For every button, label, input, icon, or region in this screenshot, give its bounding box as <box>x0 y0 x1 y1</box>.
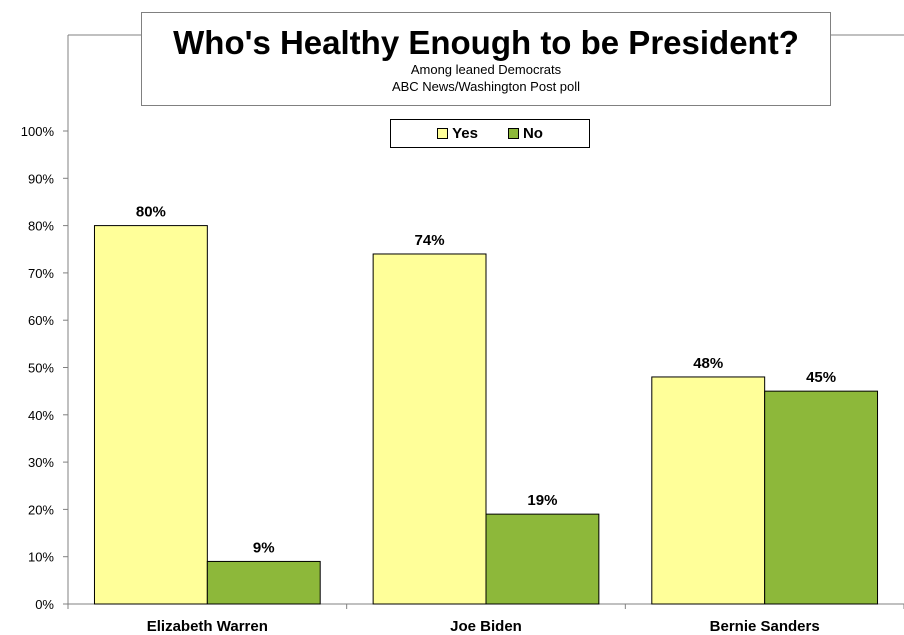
legend-label-yes: Yes <box>452 125 478 142</box>
y-tick-label: 20% <box>28 502 54 517</box>
chart-subtitle-2: ABC News/Washington Post poll <box>391 79 581 94</box>
chart-subtitle-1: Among leaned Democrats <box>410 62 562 77</box>
bar-yes <box>651 376 766 605</box>
bar-no <box>206 560 321 605</box>
y-tick-label: 90% <box>28 171 54 186</box>
y-tick-label: 0% <box>35 597 54 612</box>
y-tick-label: 40% <box>28 408 54 423</box>
category-label: Elizabeth Warren <box>147 618 268 635</box>
bar-value-label: 48% <box>693 355 723 372</box>
y-axis-ticks: 0% 10% 20% 30% 40% 50% 60% 70% 80% 90% 100% <box>21 124 68 612</box>
legend-swatch-no <box>507 128 519 139</box>
x-axis-ticks <box>67 604 904 609</box>
data-labels: 80% 9% 74% 19% 48% 45% <box>136 204 836 557</box>
legend-item-yes: Yes <box>437 125 478 142</box>
bar-value-label: 45% <box>806 369 836 386</box>
y-tick-label: 70% <box>28 266 54 281</box>
bar-no <box>485 513 600 605</box>
y-tick-label: 10% <box>28 550 54 565</box>
chart-title: Who's Healthy Enough to be President? <box>173 24 799 61</box>
legend: Yes No <box>390 119 590 148</box>
y-tick-label: 80% <box>28 219 54 234</box>
category-label: Joe Biden <box>450 618 522 635</box>
bar-yes <box>372 253 487 605</box>
y-tick-label: 100% <box>21 124 55 139</box>
category-labels: Elizabeth Warren Joe Biden Bernie Sanders <box>147 618 820 635</box>
legend-label-no: No <box>522 125 543 142</box>
title-box: Who's Healthy Enough to be President? Am… <box>141 12 831 106</box>
bar-value-label: 80% <box>136 204 166 221</box>
y-tick-label: 60% <box>28 313 54 328</box>
legend-item-no: No <box>507 125 543 142</box>
bar-value-label: 74% <box>415 232 445 249</box>
bar-no <box>764 390 879 605</box>
bar-value-label: 9% <box>253 539 275 556</box>
bars <box>93 225 879 605</box>
y-tick-label: 30% <box>28 455 54 470</box>
category-label: Bernie Sanders <box>710 618 820 635</box>
bar-value-label: 19% <box>527 492 557 509</box>
legend-swatch-yes <box>437 128 449 139</box>
y-tick-label: 50% <box>28 361 54 376</box>
bar-yes <box>93 225 208 605</box>
